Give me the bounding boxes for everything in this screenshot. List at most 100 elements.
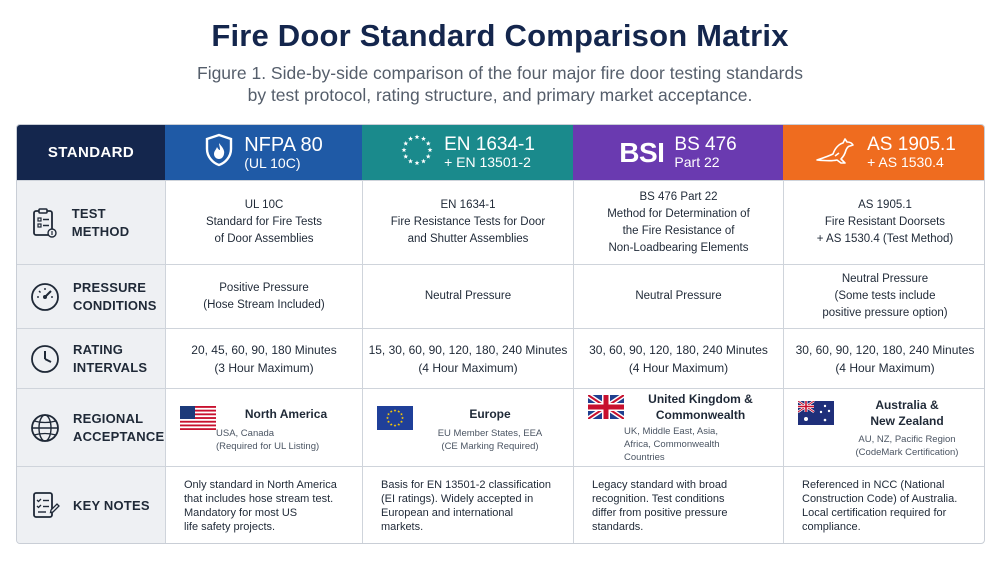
cell-line: European and international (381, 507, 514, 519)
cell-line: Fire Resistant Doorsets (824, 216, 946, 228)
cell-en: Neutral Pressure (362, 265, 573, 328)
region-name: North America (244, 407, 328, 421)
row-pressure-conditions: PRESSURE CONDITIONS Positive Pressure (Ho… (17, 264, 984, 328)
cell-en: 15, 30, 60, 90, 120, 180, 240 Minutes (4 … (362, 329, 573, 388)
comparison-matrix: STANDARD NFPA 80 (UL 10C) EN 1634-1 + EN… (16, 124, 985, 544)
cell-line: UL 10C (244, 199, 284, 211)
cell-bs: BS 476 Part 22 Method for Determination o… (573, 181, 783, 264)
cell-line: Method for Determination of (607, 207, 750, 220)
bsi-logo: BSI (619, 136, 665, 168)
caption-line-2: by test protocol, rating structure, and … (247, 85, 753, 105)
cell-line: 20, 45, 60, 90, 180 Minutes (191, 342, 337, 357)
star-mark (389, 423, 393, 426)
cell-as: 30, 60, 90, 120, 180, 240 Minutes (4 Hour… (783, 329, 984, 388)
page-title: Fire Door Standard Comparison Matrix (211, 18, 789, 53)
cell-line: Non-Loadbearing Elements (608, 241, 749, 254)
row-label-line: CONDITIONS (73, 297, 157, 313)
flame-shield-icon (204, 133, 234, 172)
header-bs-476: BSI BS 476 Part 22 (573, 125, 783, 180)
cell-line: compliance. (802, 521, 861, 533)
region-detail: AU, NZ, Pacific Region (858, 433, 956, 445)
star-mark (414, 134, 420, 140)
star-mark (397, 410, 401, 413)
header-main-label: EN 1634-1 (444, 134, 535, 156)
row-label-line: PRESSURE (73, 279, 147, 295)
cell-line: (Hose Stream Included) (203, 298, 325, 311)
eu-flag-icon (377, 406, 413, 436)
row-label-line: REGIONAL (73, 410, 144, 426)
clock-icon (17, 343, 73, 375)
star-mark (425, 153, 431, 159)
row-label-line: INTERVALS (73, 359, 148, 375)
cell-line: (4 Hour Maximum) (835, 360, 935, 375)
star-mark (414, 160, 420, 166)
cell-line: EN 1634-1 (440, 199, 496, 211)
star-mark (387, 412, 390, 416)
region-detail: Africa, Commonwealth (624, 439, 720, 450)
notes-checklist-icon (17, 490, 73, 522)
star-mark (403, 153, 409, 159)
star-mark (386, 416, 389, 420)
cell-line: Positive Pressure (219, 281, 309, 294)
cell-line: Fire Resistance Tests for Door (390, 216, 546, 228)
cell-line: markets. (381, 521, 424, 533)
cell-en: EN 1634-1 Fire Resistance Tests for Door a… (362, 181, 573, 264)
cell-line: Legacy standard with broad (592, 479, 728, 491)
cell-line: Mandatory for most US (184, 507, 298, 519)
cell-line: and Shutter Assemblies (407, 233, 529, 245)
kangaroo-icon (813, 134, 857, 171)
cell-line: + AS 1530.4 (Test Method) (816, 233, 954, 245)
row-label: TEST METHOD (71, 205, 130, 239)
cell-line: Referenced in NCC (National (802, 479, 945, 491)
region-name: United Kingdom & (648, 392, 753, 406)
row-rating-intervals: RATING INTERVALS 20, 45, 60, 90, 180 Min… (17, 328, 984, 388)
region-detail: Countries (624, 452, 665, 463)
region-name: Europe (469, 407, 511, 421)
row-label-cell: PRESSURE CONDITIONS (17, 265, 165, 328)
cell-line: differ from positive pressure (592, 507, 728, 519)
cell-line: of Door Assemblies (214, 233, 314, 245)
cell-line: the Fire Resistance of (622, 224, 735, 237)
star-mark (403, 140, 409, 146)
star-mark (393, 424, 397, 427)
cell-line: 15, 30, 60, 90, 120, 180, 240 Minutes (368, 342, 568, 357)
cell-line: Local certification required for (802, 507, 947, 519)
region-detail: (CodeMark Certification) (855, 446, 959, 458)
star-mark (421, 136, 427, 141)
cell-line: (4 Hour Maximum) (628, 360, 729, 375)
cell-as: Australia & New Zealand AU, NZ, Pacific … (783, 389, 984, 466)
au-flag-icon (797, 399, 834, 431)
region-name: Australia & (875, 397, 939, 412)
row-test-method: TEST METHOD UL 10C Standard for Fire Test… (17, 180, 984, 264)
cell-bs: United Kingdom & Commonwealth UK, Middle… (573, 389, 783, 466)
eu-stars-icon (400, 133, 434, 172)
cell-as: AS 1905.1 Fire Resistant Doorsets + AS 153… (783, 181, 984, 264)
cell-line: 30, 60, 90, 120, 180, 240 Minutes (589, 342, 768, 357)
us-flag-icon (180, 406, 216, 436)
header-main-label: AS 1905.1 (867, 134, 956, 156)
cell-line: Standard for Fire Tests (205, 216, 323, 228)
star-mark (421, 158, 427, 164)
star-mark (387, 420, 390, 423)
cell-bs: Legacy standard with broad recognition. T… (573, 467, 783, 543)
cell-line: life safety projects. (184, 521, 276, 533)
star-mark (400, 412, 403, 416)
star-mark (408, 158, 414, 164)
region-name: New Zealand (870, 413, 944, 428)
header-standard: STANDARD (17, 125, 165, 180)
header-en-1634-1: EN 1634-1 + EN 13501-2 (362, 125, 573, 180)
cell-as: Neutral Pressure (Some tests include posit… (783, 265, 984, 328)
star-mark (427, 147, 433, 153)
cell-line: recognition. Test conditions (592, 493, 725, 505)
header-sub-label: + AS 1530.4 (867, 154, 944, 171)
gauge-icon (17, 281, 73, 313)
row-label: RATING INTERVALS (73, 341, 147, 377)
cell-line: Neutral Pressure (635, 290, 722, 302)
cell-line: 30, 60, 90, 120, 180, 240 Minutes (795, 342, 975, 357)
caption-line-1: Figure 1. Side-by-side comparison of the… (197, 63, 803, 83)
row-label: PRESSURE CONDITIONS (73, 279, 157, 315)
star-mark (425, 140, 431, 146)
row-label: KEY NOTES (73, 498, 150, 513)
cell-nfpa: Only standard in North America that inclu… (165, 467, 362, 543)
cell-line: standards. (592, 521, 644, 533)
